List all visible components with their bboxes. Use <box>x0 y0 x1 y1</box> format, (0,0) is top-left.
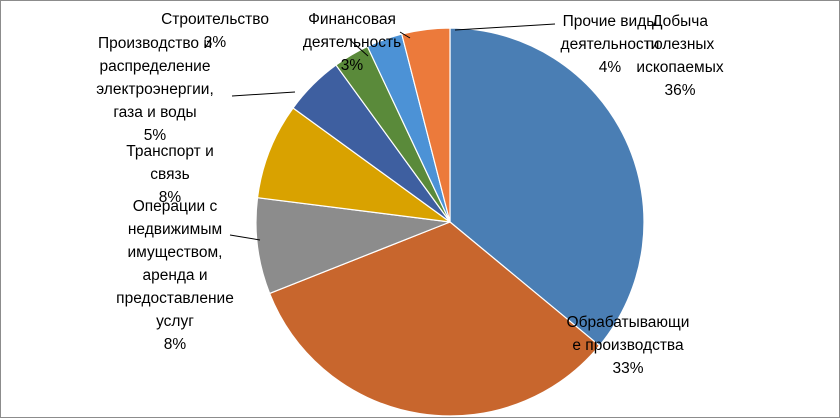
pie-slice-3 <box>255 197 451 295</box>
data-label-6: Строительство 3% <box>161 8 269 54</box>
data-label-value: 3% <box>203 34 227 51</box>
data-label-value: 4% <box>598 59 622 76</box>
data-label-text: ископаемых <box>636 59 724 76</box>
data-label-1: Добыча полезных ископаемых 36% <box>636 10 723 102</box>
data-label-text: Финансовая <box>308 11 396 28</box>
data-label-value: 8% <box>158 189 182 206</box>
data-label-text: имуществом, <box>127 244 223 261</box>
data-label-4: Транспорт и связь 8% <box>126 140 214 209</box>
data-label-text: недвижимым <box>127 221 223 238</box>
leader-line-8 <box>454 23 556 31</box>
data-label-text: аренда и <box>142 267 208 284</box>
data-label-text: распределение <box>99 58 211 75</box>
data-label-value: 36% <box>664 82 696 99</box>
data-label-text: Транспорт и <box>126 143 214 160</box>
leader-line-7 <box>399 31 411 39</box>
leader-line-6 <box>349 39 369 57</box>
data-label-text: е производства <box>572 337 684 354</box>
leader-line-3 <box>229 234 261 241</box>
data-label-text: Обрабатывающи <box>566 314 690 331</box>
pie-slice-1 <box>449 27 645 347</box>
data-label-text: газа и воды <box>113 104 197 121</box>
data-label-value: 3% <box>340 57 364 74</box>
data-label-7: Финансовая деятельность 3% <box>303 8 401 77</box>
data-label-text: Производство и <box>97 35 213 52</box>
pie-slice-4 <box>256 107 451 223</box>
data-label-value: 5% <box>143 127 167 144</box>
data-label-text: предоставление <box>116 290 234 307</box>
data-label-text: деятельности <box>560 36 660 53</box>
pie-slice-2 <box>268 221 601 417</box>
leader-line-5 <box>231 91 296 97</box>
data-label-text: электроэнергии, <box>96 81 214 98</box>
data-label-text: полезных <box>645 36 715 53</box>
data-label-8: Прочие виды деятельности 4% <box>561 10 660 79</box>
data-label-value: 8% <box>163 336 187 353</box>
data-label-value: 33% <box>612 360 644 377</box>
data-label-text: деятельность <box>302 34 402 51</box>
data-label-5: Производство и распределение электроэнерги… <box>96 32 214 147</box>
data-label-2: Обрабатывающи е производства 33% <box>567 311 690 380</box>
data-label-text: связь <box>150 166 190 183</box>
data-label-text: услуг <box>156 313 194 330</box>
data-label-text: Строительство <box>161 11 269 28</box>
data-label-text: Операции с <box>132 198 218 215</box>
data-label-3: Операции с недвижимым имуществом, аренда и п… <box>116 195 234 356</box>
data-label-text: Прочие виды <box>562 13 658 30</box>
pie-slice-8 <box>401 27 451 223</box>
data-label-text: Добыча <box>651 13 709 30</box>
